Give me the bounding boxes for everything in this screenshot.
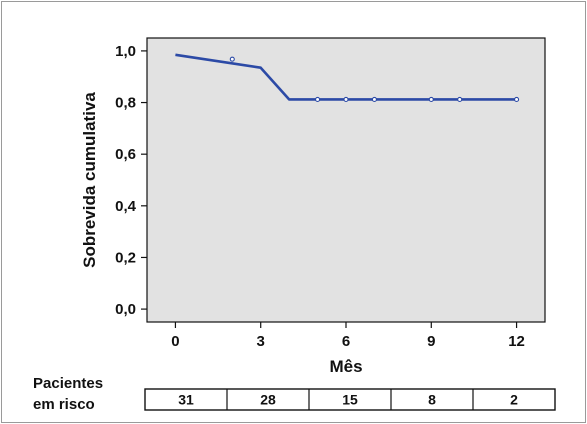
censor-mark — [371, 96, 377, 102]
risk-table-label-line1: Pacientes — [33, 375, 103, 392]
risk-table: 31 28 15 8 2 — [144, 388, 556, 411]
y-tick-label: 0,8 — [115, 95, 136, 112]
axis-ticks — [141, 50, 518, 328]
y-tick-labels: 0,0 0,2 0,4 0,6 0,8 1,0 — [115, 43, 137, 318]
censor-mark — [343, 96, 349, 102]
survival-curve — [175, 53, 517, 101]
censor-marks — [229, 56, 520, 102]
x-tick-label: 9 — [427, 333, 435, 350]
risk-table-border — [144, 388, 556, 411]
y-tick-label: 0,0 — [115, 301, 136, 318]
x-tick-label: 0 — [171, 333, 179, 350]
censor-mark — [457, 96, 463, 102]
risk-table-label-line2: em risco — [33, 396, 95, 413]
censor-mark — [315, 96, 321, 102]
y-tick-label: 1,0 — [115, 43, 136, 60]
y-tick-label: 0,4 — [115, 198, 137, 215]
x-tick-labels: 0 3 6 9 12 — [171, 333, 525, 350]
x-tick-label: 12 — [508, 333, 525, 350]
x-tick-label: 6 — [342, 333, 350, 350]
y-axis-title: Sobrevida cumulativa — [80, 92, 99, 268]
risk-table-cell: 28 — [260, 392, 276, 408]
censor-mark — [229, 56, 235, 62]
censor-mark — [428, 96, 434, 102]
risk-table-cell: 31 — [178, 392, 194, 408]
y-tick-label: 0,2 — [115, 249, 136, 266]
x-axis-title: Mês — [329, 357, 362, 376]
risk-table-cell: 8 — [428, 392, 436, 408]
censor-mark — [514, 96, 520, 102]
risk-table-cell: 15 — [342, 392, 358, 408]
x-tick-label: 3 — [257, 333, 265, 350]
plot-area — [146, 37, 546, 323]
y-tick-label: 0,6 — [115, 146, 136, 163]
risk-table-cell: 2 — [510, 392, 518, 408]
